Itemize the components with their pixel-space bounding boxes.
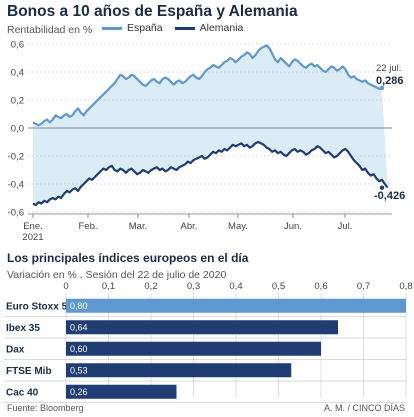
end-date-label: 22 jul.	[376, 63, 401, 74]
line-chart-legend: España Alemania	[102, 22, 255, 34]
legend-item-alemania: Alemania	[174, 22, 244, 34]
y-tick-label: 0,6	[11, 40, 24, 51]
bar-value-label: 0,80	[70, 301, 88, 311]
source-note: Fuente: Bloomberg	[7, 403, 84, 413]
x-tick-label: Mar.	[129, 221, 147, 232]
bar-category-label: Dax	[6, 344, 25, 355]
bar-value-label: 0,26	[70, 387, 88, 397]
y-tick-label: -0,4	[8, 180, 24, 191]
series-line-espana	[32, 44, 383, 127]
legend-swatch-espana	[102, 26, 122, 30]
bar-x-tick-label: 0,5	[272, 281, 285, 292]
bar-category-label: Cac 40	[6, 387, 39, 398]
x-tick-label: Jul.	[338, 221, 353, 232]
bar	[66, 384, 177, 399]
bar	[66, 320, 338, 335]
y-tick-label: -0,2	[8, 152, 24, 163]
legend-label-espana: España	[127, 22, 163, 34]
x-tick-label: Feb.	[78, 221, 97, 232]
bar	[66, 363, 292, 378]
spread-area	[33, 45, 388, 206]
bar-x-tick-label: 0,4	[229, 281, 242, 292]
legend-item-espana: España	[102, 22, 163, 34]
bar-chart-title: Los principales índices europeos en el d…	[7, 251, 249, 265]
x-tick-label: May.	[228, 221, 248, 232]
bar-x-tick-label: 0	[63, 281, 68, 292]
line-chart-title: Bonos a 10 años de España y Alemania	[7, 3, 298, 20]
legend-swatch-alemania	[174, 26, 195, 30]
x-tick-label: Jun.	[284, 221, 302, 232]
bar-value-label: 0,60	[70, 344, 88, 354]
line-chart-ylabel: Rentabilidad en %	[7, 24, 93, 36]
x-tick-label: Abr.	[181, 221, 198, 232]
bar-chart-subtitle: Variación en % . Sesión del 22 de julio …	[7, 269, 227, 281]
end-value-espana: 0,286	[376, 75, 404, 87]
bar-x-tick-label: 0,6	[314, 281, 327, 292]
bar-x-tick-label: 0,2	[144, 281, 157, 292]
credit-note: A. M. / CINCO DÍAS	[323, 403, 405, 413]
legend-label-alemania: Alemania	[199, 22, 244, 34]
y-tick-label: 0,4	[11, 68, 24, 79]
end-point-alemania	[379, 185, 385, 190]
y-tick-label: -0,6	[8, 208, 24, 219]
bar-x-tick-label: 0,3	[187, 281, 200, 292]
bar-x-tick-label: 0,7	[357, 281, 370, 292]
bar-x-tick-label: 0,8	[399, 281, 412, 292]
series-line-alemania	[32, 140, 389, 207]
x-year-label: 2021	[22, 232, 43, 243]
bar-category-label: FTSE Mib	[6, 366, 52, 377]
bar-category-label: Ibex 35	[6, 323, 40, 334]
x-tick-label: Ene.	[23, 221, 43, 232]
bar	[66, 341, 321, 356]
y-tick-label: 0,0	[11, 124, 24, 135]
end-point-espana	[379, 85, 385, 91]
bar-value-label: 0,64	[70, 322, 88, 332]
end-value-alemania: -0,426	[374, 190, 405, 202]
line-chart: -0,6 -0,4 -0,2 0,0 0,2 0,4 0,6 Ene. Feb. Mar. Abr.…	[8, 40, 406, 244]
bar-value-label: 0,53	[70, 365, 88, 375]
bar-x-tick-label: 0,1	[102, 281, 115, 292]
bar	[66, 298, 406, 313]
y-tick-label: 0,2	[11, 96, 24, 107]
bar-category-label: Euro Stoxx 50	[6, 301, 73, 312]
